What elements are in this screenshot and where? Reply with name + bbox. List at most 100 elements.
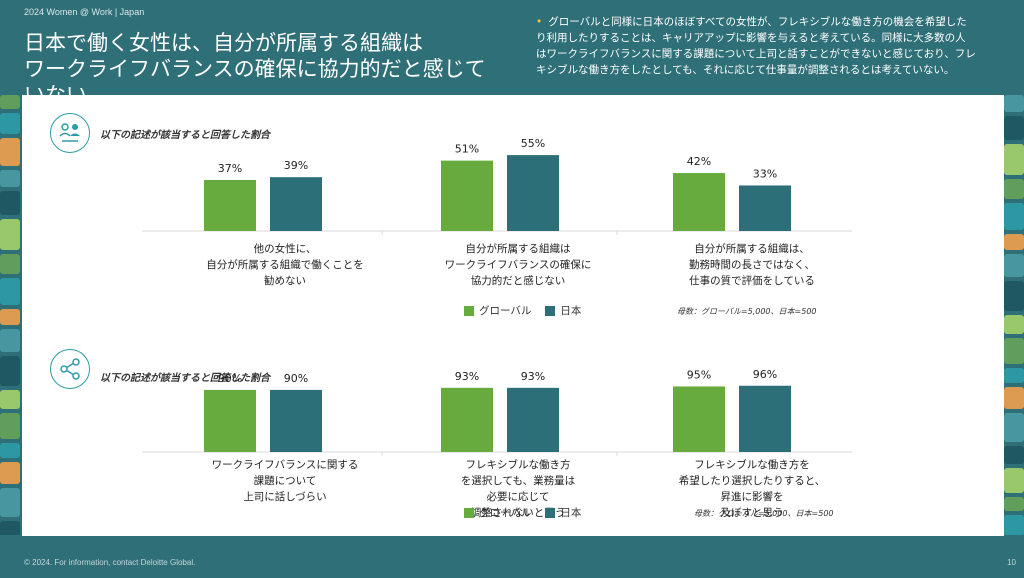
cat-line: 昇進に影響を <box>720 491 784 503</box>
decorative-tile <box>0 390 20 409</box>
data-label: 39% <box>284 159 308 172</box>
footer-copyright: © 2024. For information, contact Deloitt… <box>24 558 196 567</box>
decorative-tile <box>1004 203 1024 230</box>
people-icon <box>50 113 90 153</box>
decorative-tile <box>0 356 20 386</box>
bar-japan <box>507 387 559 452</box>
data-label: 51% <box>455 143 479 156</box>
bar-global <box>441 387 493 452</box>
bar-japan <box>739 185 791 231</box>
decorative-tile <box>0 309 20 325</box>
decorative-tile <box>0 170 20 187</box>
s2-sample-note: 母数：グローバル=5,000、日本=500 <box>694 509 834 518</box>
cat-line: 必要に応じて <box>486 491 550 503</box>
cat-line: を選択しても、業務量は <box>460 475 576 487</box>
decorative-tile <box>1004 497 1024 511</box>
decorative-tile <box>1004 387 1024 409</box>
legend-swatch-global <box>464 305 474 316</box>
cat-line: ワークライフバランスに関する <box>211 459 359 471</box>
decorative-tile <box>1004 368 1024 383</box>
section-1-label: 以下の記述が該当すると回答した割合 <box>100 130 270 141</box>
s2-category-label-1: ワークライフバランスに関する 課題について 上司に話しづらい <box>175 457 395 505</box>
decorative-tile <box>1004 254 1024 277</box>
data-label: 33% <box>753 167 777 180</box>
cat-line: 希望したり選択したりすると、 <box>678 475 826 487</box>
legend-label: グローバル <box>479 507 532 519</box>
cat-line: 他の女性に、 <box>253 243 317 255</box>
decorative-tile <box>1004 179 1024 199</box>
summary-note-text: グローバルと同様に日本のほぼすべての女性が、フレキシブルな働き方の機会を希望した… <box>536 16 976 76</box>
bullet-icon: • <box>536 16 543 28</box>
cat-line: 仕事の質で評価をしている <box>689 275 815 287</box>
bar-japan <box>739 385 791 452</box>
decorative-tile <box>0 254 20 274</box>
data-label: 96% <box>753 368 777 381</box>
cat-line: 及ぼすと思う <box>720 507 784 519</box>
data-label: 90% <box>284 372 308 385</box>
s2-category-label-2: フレキシブルな働き方 を選択しても、業務量は 必要に応じて 調整されないと思う <box>408 457 628 521</box>
cat-line: 勧めない <box>264 275 306 287</box>
cat-line: 勤務時間の長さではなく、 <box>689 259 815 271</box>
report-label: 2024 Women @ Work | Japan <box>24 7 145 17</box>
cat-line: 協力的だと感じない <box>470 275 566 287</box>
bar-global <box>673 173 725 231</box>
decorative-tile <box>0 219 20 250</box>
decorative-tile <box>1004 281 1024 311</box>
page-number: 10 <box>1007 558 1016 567</box>
legend-label: 日本 <box>560 305 582 317</box>
s2-legend: グローバル 日本 <box>464 505 589 520</box>
data-label: 37% <box>218 162 242 175</box>
left-decorative-tiles <box>0 95 20 535</box>
cat-line: 自分が所属する組織は <box>465 243 571 255</box>
content-panel: 以下の記述が該当すると回答した割合 以下の記述が該当すると回答した割合 37% 3… <box>22 95 1004 536</box>
data-label: 42% <box>687 155 711 168</box>
decorative-tile <box>0 462 20 484</box>
cat-line: 上司に話しづらい <box>243 491 327 503</box>
decorative-tile <box>1004 315 1024 334</box>
cat-line: フレキシブルな働き方を <box>694 459 810 471</box>
bar-global <box>204 389 256 452</box>
cat-line: 自分が所属する組織は、 <box>694 243 810 255</box>
bar-japan <box>507 155 559 231</box>
decorative-tile <box>0 278 20 305</box>
decorative-tile <box>0 521 20 535</box>
data-label: 95% <box>687 368 711 381</box>
decorative-tile <box>1004 144 1024 175</box>
decorative-tile <box>0 191 20 215</box>
bar-charts: 37% 39% 51% 55% 42% 33% 90% 90% 93% 93% 95% 96% <box>142 137 852 456</box>
decorative-tile <box>0 138 20 166</box>
legend-item-global: グローバル <box>464 303 531 318</box>
decorative-tile <box>0 329 20 352</box>
decorative-tile <box>1004 446 1024 464</box>
decorative-tile <box>0 488 20 517</box>
cat-line: ワークライフバランスの確保に <box>444 259 592 271</box>
cat-line: フレキシブルな働き方 <box>465 459 571 471</box>
legend-item-global: グローバル <box>464 505 531 520</box>
bar-global <box>441 160 493 231</box>
decorative-tile <box>0 113 20 134</box>
decorative-tile <box>1004 468 1024 493</box>
page-title: 日本で働く女性は、自分が所属する組織は ワークライフバランスの確保に協力的だと感… <box>24 30 504 108</box>
page-title-line-2: ワークライフバランスの確保に協力的だと感じていない <box>24 57 486 107</box>
legend-label: グローバル <box>479 305 532 317</box>
legend-swatch-japan <box>545 305 556 316</box>
right-decorative-tiles <box>1004 95 1024 535</box>
s1-legend: グローバル 日本 <box>464 303 589 318</box>
s1-sample-note: 母数：グローバル=5,000、日本=500 <box>677 307 817 316</box>
decorative-tile <box>0 413 20 439</box>
decorative-tile <box>1004 338 1024 364</box>
section-2-label: 以下の記述が該当すると回答した割合 <box>100 373 270 384</box>
legend-item-japan: 日本 <box>545 303 581 318</box>
decorative-tile <box>1004 234 1024 250</box>
data-label: 93% <box>521 370 545 383</box>
s2-category-label-3: フレキシブルな働き方を 希望したり選択したりすると、 昇進に影響を 及ぼすと思う <box>642 457 862 521</box>
legend-swatch-japan <box>545 507 556 518</box>
summary-note: • グローバルと同様に日本のほぼすべての女性が、フレキシブルな働き方の機会を希望し… <box>536 14 976 78</box>
share-icon <box>50 349 90 389</box>
cat-line: 自分が所属する組織で働くことを <box>206 259 364 271</box>
data-label: 55% <box>521 137 545 150</box>
legend-item-japan: 日本 <box>545 505 581 520</box>
cat-line: 課題について <box>253 475 317 487</box>
bar-global <box>673 386 725 452</box>
data-label: 90% <box>218 372 242 385</box>
